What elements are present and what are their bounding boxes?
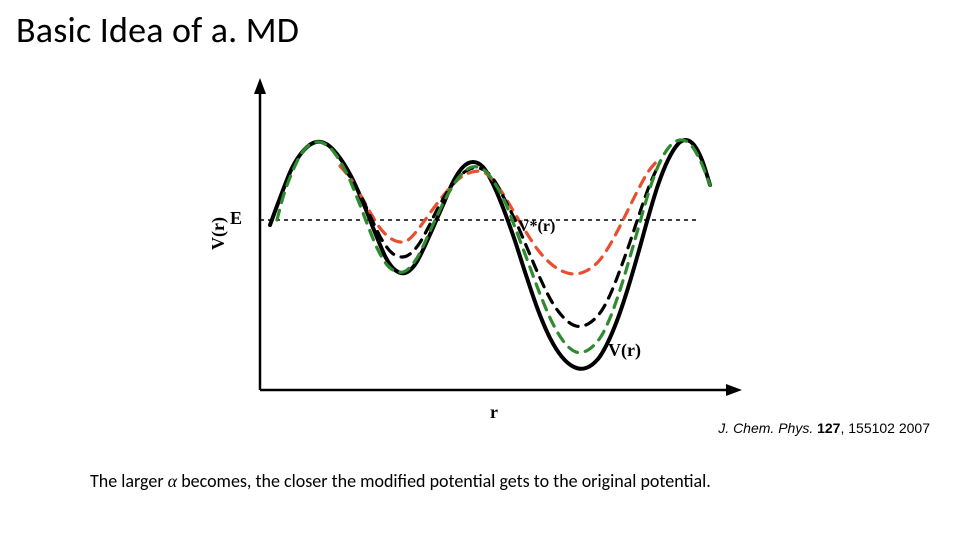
chart-svg xyxy=(200,70,760,420)
boosted-curve xyxy=(344,162,660,326)
alpha-symbol: α xyxy=(168,471,177,491)
original-potential-label: V(r) xyxy=(608,340,641,361)
citation-rest: , 155102 2007 xyxy=(840,420,930,436)
axes xyxy=(254,78,742,396)
citation: J. Chem. Phys. 127, 155102 2007 xyxy=(718,420,930,436)
slide-title: Basic Idea of a. MD xyxy=(16,8,299,52)
x-axis-label: r xyxy=(490,402,498,423)
citation-journal: J. Chem. Phys. xyxy=(718,420,813,436)
boost-potential-label: V*(r) xyxy=(518,218,555,236)
caption-post: becomes, the closer the modified potenti… xyxy=(177,470,711,492)
citation-volume: 127 xyxy=(817,420,840,436)
caption-pre: The larger xyxy=(90,470,168,492)
y-axis-label: V(r) xyxy=(208,217,229,250)
caption: The larger α becomes, the closer the mod… xyxy=(90,470,890,493)
boosted-curve xyxy=(277,140,710,353)
e-threshold-label: E xyxy=(230,208,242,229)
potential-chart: V(r) r E V*(r) V(r) xyxy=(200,70,760,420)
boosted-curve xyxy=(340,160,658,274)
boosted-potential-curves xyxy=(277,140,710,353)
